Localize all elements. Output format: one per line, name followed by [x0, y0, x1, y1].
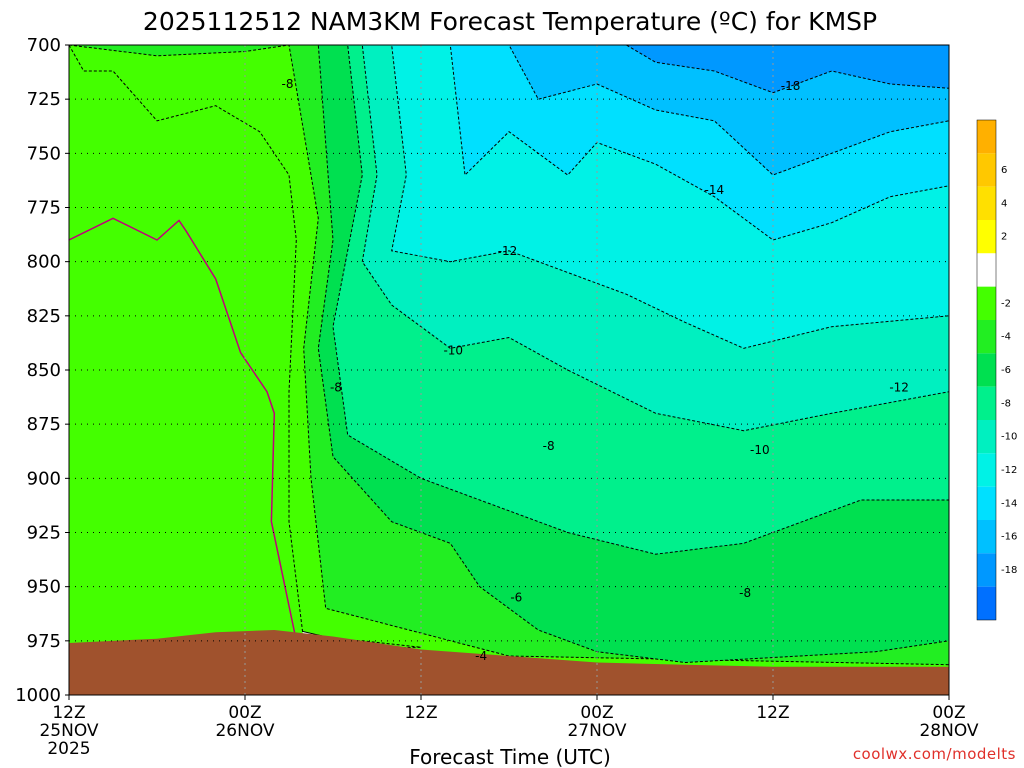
contour-label: -6: [510, 591, 522, 605]
y-tick-label: 700: [27, 35, 61, 56]
y-tick-label: 850: [27, 360, 61, 381]
y-tick-label: 800: [27, 252, 61, 273]
colorbar: 6 4 2 -2 -4 -6 -8 -10 -12 -14 -16 -18: [976, 119, 1017, 621]
colorbar-label: 2: [1001, 232, 1007, 243]
contour-label: -8: [282, 77, 294, 91]
y-tick-label: 750: [27, 143, 61, 164]
colorbar-swatch: [977, 386, 996, 420]
plot-area: -8 -18 -14 -12 -10 -8 -12 -8 -10 -6 -8 -4: [69, 45, 949, 695]
x-tick-label: 26NOV: [215, 721, 274, 741]
y-tick-label: 825: [27, 306, 61, 327]
colorbar-swatch: [977, 153, 996, 187]
temperature-region-minus-2: [69, 45, 422, 653]
colorbar-swatch: [977, 320, 996, 354]
y-tick-label: 775: [27, 198, 61, 219]
colorbar-swatch: [977, 120, 996, 154]
y-tick-label: 725: [27, 89, 61, 110]
x-tick-label: 00Z: [932, 703, 965, 723]
x-tick-label: 12Z: [756, 703, 789, 723]
contour-label: -10: [750, 443, 770, 457]
colorbar-label: -16: [1001, 532, 1017, 543]
colorbar-swatch: [977, 253, 996, 287]
y-tick-label: 875: [27, 414, 61, 435]
x-tick-label: 28NOV: [919, 721, 978, 741]
colorbar-swatch: [977, 186, 996, 220]
contour-label: -8: [739, 586, 751, 600]
temperature-fill-regions: [69, 45, 949, 666]
x-tick-label: 12Z: [52, 703, 85, 723]
colorbar-label: -14: [1001, 498, 1017, 509]
freezing-line: [69, 217, 298, 641]
y-tick-label: 925: [27, 523, 61, 544]
y-axis: 700 725 750 775 800 825 850 875 900 925 950 975 1000: [15, 35, 69, 706]
x-axis-label: Forecast Time (UTC): [409, 745, 611, 768]
colorbar-label: -6: [1001, 365, 1011, 376]
colorbar-swatch: [977, 420, 996, 454]
contour-label: -12: [889, 380, 909, 394]
x-tick-label: 2025: [47, 739, 90, 759]
contour-labels: -8 -18 -14 -12 -10 -8 -12 -8 -10 -6 -8 -4: [282, 77, 909, 663]
colorbar-label: -4: [1001, 332, 1011, 343]
x-tick-label: 00Z: [580, 703, 613, 723]
colorbar-swatch: [977, 586, 996, 620]
colorbar-swatch: [977, 553, 996, 587]
temperature-region-minus-16: [421, 45, 949, 176]
colorbar-swatch: [977, 520, 996, 554]
x-tick-label: 25NOV: [39, 721, 98, 741]
colorbar-label: -10: [1001, 432, 1017, 443]
colorbar-label: -12: [1001, 465, 1017, 476]
temperature-region-minus-18: [625, 45, 949, 94]
contour-label: -4: [475, 649, 487, 663]
contour-label: -12: [498, 244, 518, 258]
x-tick-label: 27NOV: [567, 721, 626, 741]
colorbar-frame: [976, 119, 997, 621]
colorbar-swatch: [977, 286, 996, 320]
colorbar-swatch: [977, 453, 996, 487]
colorbar-label: 4: [1001, 198, 1007, 209]
grid-lines: [69, 45, 949, 695]
chart-title: 2025112512 NAM3KM Forecast Temperature (…: [143, 7, 877, 36]
surface-terrain: [69, 630, 949, 695]
colorbar-label: -18: [1001, 565, 1017, 576]
colorbar-swatch: [977, 486, 996, 520]
x-tick-label: 00Z: [228, 703, 261, 723]
colorbar-label: 6: [1001, 165, 1007, 176]
y-tick-label: 1000: [15, 685, 61, 706]
y-tick-label: 900: [27, 468, 61, 489]
colorbar-swatch: [977, 220, 996, 254]
y-tick-label: 975: [27, 631, 61, 652]
contour-label: -14: [705, 183, 725, 197]
ground-surface: [69, 630, 949, 695]
contour-label: -18: [781, 79, 801, 93]
y-tick-label: 950: [27, 577, 61, 598]
credit-text: coolwx.com/modelts: [853, 745, 1016, 763]
contour-label: -10: [443, 344, 463, 358]
colorbar-swatch: [977, 353, 996, 387]
x-tick-label: 12Z: [404, 703, 437, 723]
contour-label: -8: [330, 380, 342, 394]
zero-degree-line: [69, 217, 298, 641]
contour-label: -8: [543, 439, 555, 453]
colorbar-label: -2: [1001, 298, 1011, 309]
colorbar-label: -8: [1001, 398, 1011, 409]
